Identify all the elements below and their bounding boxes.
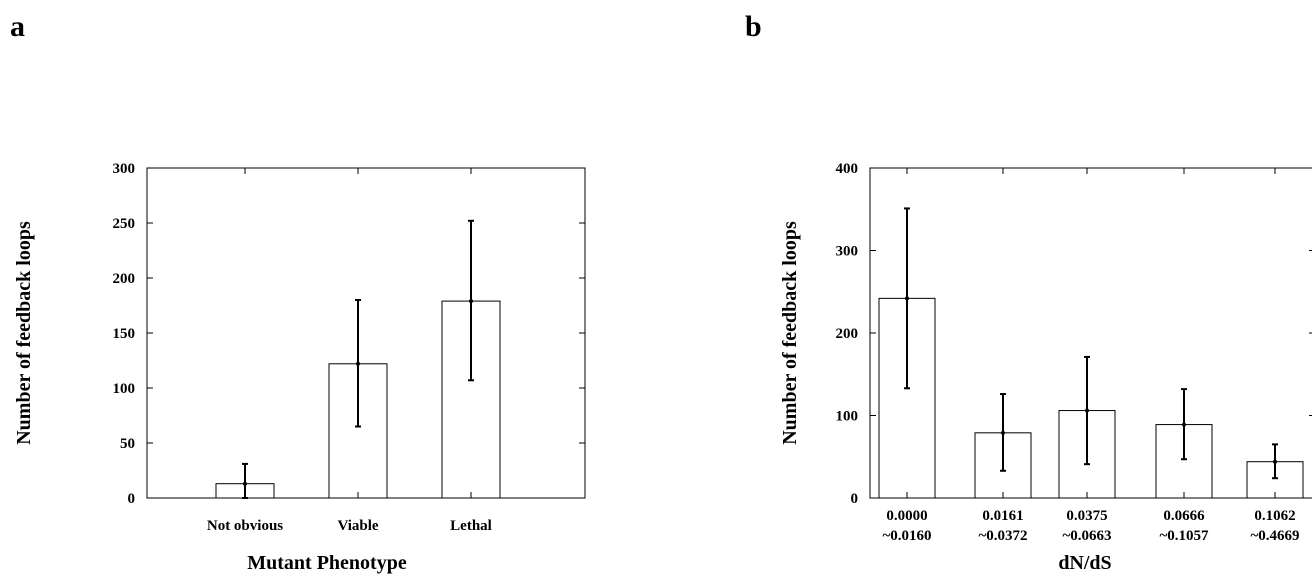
data-point [1182,422,1186,427]
data-point [243,481,247,486]
data-point [1273,459,1277,464]
data-point [469,299,473,304]
y-tick-label: 50 [120,436,135,452]
y-tick-label: 0 [851,491,859,507]
panel-a-letter: a [10,10,25,43]
y-tick-label: 150 [113,326,136,342]
x-tick-label: Lethal [450,518,492,534]
data-point [356,361,360,366]
y-axis-label: Number of feedback loops [13,221,35,445]
x-tick-label: ~0.0160 [882,528,931,544]
chart-panel-b: 0 100 200 300 400 0.0000 ~0.0160 0.0161 ~0.0372 0… [779,161,1312,574]
y-tick-label: 300 [836,244,859,260]
x-tick-label: Not obvious [207,518,283,534]
x-tick-label: ~0.0372 [978,528,1027,544]
y-axis-label: Number of feedback loops [779,221,801,445]
x-tick-label: 0.0375 [1066,508,1107,524]
data-point [1001,430,1005,435]
x-tick-label: 0.0000 [886,508,927,524]
y-tick-label: 100 [836,409,859,425]
y-tick-label: 200 [113,271,136,287]
y-tick-label: 400 [836,161,859,177]
y-tick-label: 0 [128,491,136,507]
x-axis-label: Mutant Phenotype [247,552,407,574]
x-axis-label: dN/dS [1058,552,1111,574]
x-tick-label: Viable [337,518,378,534]
x-tick-label: ~0.4669 [1250,528,1299,544]
x-tick-label: 0.0161 [982,508,1023,524]
x-tick-label: 0.1062 [1254,508,1295,524]
panel-b-letter: b [745,10,762,43]
data-point [905,296,909,301]
x-tick-label: ~0.1057 [1159,528,1209,544]
x-tick-label: ~0.0663 [1062,528,1111,544]
x-tick-label: 0.0666 [1163,508,1205,524]
y-tick-label: 100 [113,381,136,397]
y-tick-label: 200 [836,326,859,342]
y-tick-label: 250 [113,216,136,232]
chart-panel-a: 0 50 100 150 200 250 300 Not obvious Viable Letha… [13,161,586,574]
y-tick-label: 300 [113,161,136,177]
data-point [1085,408,1089,413]
